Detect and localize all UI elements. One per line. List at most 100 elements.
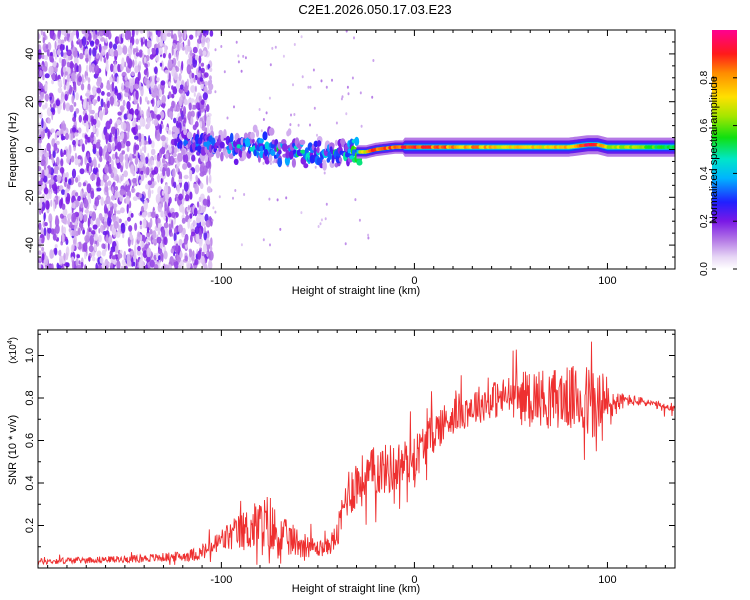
spectrogram-cell xyxy=(189,34,194,40)
spectrogram-cell xyxy=(146,226,150,234)
spectrogram-cell xyxy=(243,132,248,140)
spectrogram-cell xyxy=(176,50,179,61)
snr-scale-label: (x104) xyxy=(7,337,19,364)
spectrogram-cell xyxy=(50,107,55,113)
spectrogram-cell xyxy=(204,81,209,86)
spectrogram-cell xyxy=(199,77,204,82)
spectrogram-cell xyxy=(130,250,134,256)
spectrogram-cell xyxy=(214,210,217,214)
spectrogram-cell xyxy=(134,244,137,255)
spectrogram-cell xyxy=(53,201,56,212)
spectrogram-cell xyxy=(168,111,174,119)
spectrogram-cell xyxy=(206,186,212,194)
spectrogram-cell xyxy=(89,40,95,45)
spectrogram-cell xyxy=(62,208,68,217)
spectrogram-cell xyxy=(358,218,361,222)
spectrogram-cell xyxy=(109,205,114,216)
spectrogram-cell xyxy=(57,87,63,94)
spectrogram-cell xyxy=(269,63,272,67)
spectrogram-cell xyxy=(69,78,72,83)
spectrogram-cell xyxy=(145,156,149,164)
spectrogram-cell xyxy=(149,81,155,89)
spectrogram-cell xyxy=(143,144,147,154)
spectrogram-cell xyxy=(131,257,134,267)
spectrogram-cell xyxy=(111,136,115,142)
spectrogram-cell xyxy=(277,157,283,168)
spectrogram-cell xyxy=(114,138,118,146)
spectrogram-cell xyxy=(203,72,209,78)
spectrogram-cell xyxy=(98,30,105,37)
spectrogram-cell xyxy=(59,43,64,52)
spectrogram-cell xyxy=(237,60,240,64)
spectrogram-cell xyxy=(188,170,193,176)
spectrogram-y-axis-label: Frequency (Hz) xyxy=(7,112,19,188)
spectrogram-cell xyxy=(189,213,193,219)
spectrogram-cell xyxy=(125,140,131,147)
spectrogram-cell xyxy=(139,225,143,230)
spectrogram-cell xyxy=(124,153,129,162)
spectrogram-cell xyxy=(161,94,167,104)
spectrogram-cell xyxy=(106,92,111,97)
spectrogram-cell xyxy=(140,240,145,249)
spectrogram-cell xyxy=(173,231,177,242)
spectrogram-cell xyxy=(160,135,166,142)
spectrogram-cell xyxy=(77,181,82,188)
spectrogram-cell xyxy=(65,171,69,179)
spectrogram-cell xyxy=(120,165,123,173)
spectrogram-cell xyxy=(64,177,68,183)
spectrogram-cell xyxy=(179,204,184,213)
spectrogram-cell xyxy=(66,49,72,57)
spectrogram-cell xyxy=(316,140,322,147)
spectrogram-cell xyxy=(90,131,95,139)
spectrogram-cell xyxy=(116,260,121,269)
spectrogram-cell xyxy=(67,54,71,61)
spectrogram-cell xyxy=(89,235,94,246)
spectrogram-cell xyxy=(324,217,327,221)
spectrogram-cell xyxy=(147,180,152,186)
spectrogram-cell xyxy=(77,195,81,202)
spectrogram-cell xyxy=(73,102,77,107)
spectrogram-cell xyxy=(120,265,124,269)
spectrogram-cell xyxy=(128,95,131,102)
spectrogram-cell xyxy=(105,258,109,265)
spectrogram-cell xyxy=(75,108,80,114)
spectrogram-cell xyxy=(40,88,44,93)
spectrogram-cell xyxy=(114,186,118,191)
spectrogram-cell xyxy=(240,69,243,73)
spectrogram-cell xyxy=(44,222,48,227)
spectrogram-cell xyxy=(207,63,211,70)
spectrogram-cell xyxy=(108,41,113,50)
spectrogram-cell xyxy=(131,77,135,86)
y-tick-label: 40 xyxy=(24,48,36,60)
spectrogram-cell xyxy=(65,102,71,112)
spectrogram-cell xyxy=(116,161,121,169)
spectrogram-cell xyxy=(52,60,57,68)
spectrogram-cell xyxy=(70,155,75,163)
spectrogram-cell xyxy=(183,181,189,192)
spectrogram-cell xyxy=(176,84,180,90)
spectrogram-cell xyxy=(109,47,114,56)
spectrogram-cell xyxy=(182,90,185,97)
spectrogram-cell xyxy=(43,227,47,237)
spectrogram-cell xyxy=(167,58,173,69)
colorbar-tick-label: 0.2 xyxy=(699,214,710,228)
spectrogram-cell xyxy=(78,114,83,123)
spectrogram-cell xyxy=(81,74,84,84)
spectrogram-cell xyxy=(192,46,198,54)
spectrogram-cell xyxy=(49,220,52,231)
spectrogram-cell xyxy=(177,178,183,183)
spectrogram-cell xyxy=(186,78,189,88)
spectrogram-cell xyxy=(171,34,174,39)
spectrogram-cell xyxy=(94,233,99,241)
spectrogram-axes: -100 0 100 -40 -20 0 20 40 xyxy=(24,29,675,287)
spectrogram-cell xyxy=(64,93,68,101)
spectrogram-cell xyxy=(99,224,104,233)
spectrogram-cell xyxy=(61,135,66,141)
spectrogram-cell xyxy=(129,234,134,241)
spectrogram-cell xyxy=(130,71,135,77)
spectrogram-cell xyxy=(159,62,163,67)
spectrogram-cell xyxy=(72,239,76,245)
spectrogram-cell xyxy=(235,40,238,44)
spectrogram-cell xyxy=(76,264,82,269)
spectrogram-cell xyxy=(144,63,148,68)
